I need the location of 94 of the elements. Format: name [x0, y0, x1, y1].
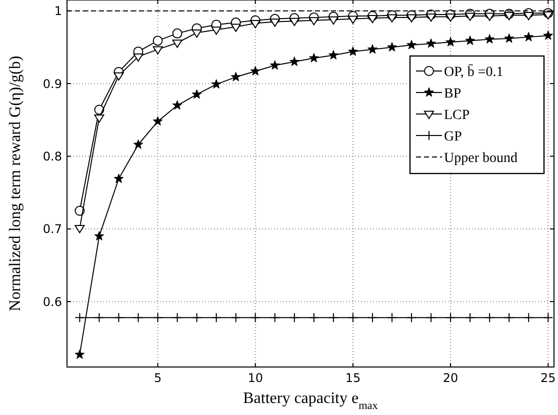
point — [74, 349, 85, 359]
point — [172, 28, 182, 38]
y-tick-label: 0.8 — [42, 149, 62, 164]
point — [524, 32, 534, 42]
point — [114, 174, 124, 184]
point — [446, 14, 456, 22]
point — [308, 52, 319, 62]
point — [543, 312, 554, 323]
point — [446, 36, 456, 46]
point — [328, 16, 338, 25]
point — [94, 230, 104, 240]
legend-label: Upper bound — [444, 150, 518, 166]
point — [387, 42, 397, 52]
point — [152, 46, 163, 54]
point — [328, 312, 338, 323]
point — [192, 89, 202, 99]
point — [133, 312, 144, 323]
x-tick-label: 10 — [248, 371, 263, 385]
point — [484, 312, 495, 323]
point — [504, 312, 514, 323]
point — [211, 312, 222, 323]
point — [114, 312, 124, 323]
x-tick-label: 25 — [540, 371, 556, 385]
y-tick-label: 0.9 — [42, 76, 62, 91]
point — [289, 56, 300, 66]
point — [94, 114, 104, 123]
point — [152, 312, 163, 323]
point — [426, 38, 436, 48]
x-tick-label: 5 — [154, 371, 162, 385]
legend-label: GP — [444, 129, 462, 144]
y-axis-title: Normalized long term reward G(η)/g(b) — [7, 56, 24, 312]
y-tick-label: 0.7 — [42, 222, 62, 236]
point — [133, 53, 144, 62]
point — [308, 312, 319, 323]
point — [192, 30, 202, 38]
legend-label: OP, b̄ =0.1 — [444, 64, 504, 80]
point — [368, 44, 378, 54]
point — [152, 116, 163, 126]
point — [406, 312, 417, 323]
point — [543, 11, 554, 20]
point — [230, 24, 241, 32]
point — [192, 312, 202, 323]
point — [543, 30, 554, 40]
point — [250, 20, 260, 28]
point — [172, 312, 182, 323]
point — [211, 79, 222, 89]
point — [74, 312, 85, 323]
point — [250, 312, 260, 323]
point — [348, 46, 358, 56]
point — [270, 18, 280, 27]
point — [94, 312, 104, 323]
point — [446, 312, 456, 323]
point — [406, 40, 416, 50]
point — [289, 312, 300, 323]
point — [426, 312, 436, 323]
legend-label: BP — [444, 86, 462, 102]
point — [367, 14, 378, 24]
point — [426, 14, 436, 22]
point — [289, 18, 300, 26]
point — [348, 312, 358, 323]
point — [74, 224, 85, 234]
point — [367, 312, 378, 323]
point — [211, 26, 222, 35]
point — [504, 33, 514, 43]
point — [230, 312, 241, 323]
point — [230, 72, 241, 82]
x-tick-label: 20 — [442, 371, 458, 385]
point — [524, 312, 534, 323]
point — [465, 35, 476, 45]
point — [270, 312, 280, 323]
point — [504, 12, 514, 20]
y-tick-label: 1 — [54, 4, 62, 18]
point — [406, 14, 417, 22]
point — [133, 139, 144, 149]
legend-label: LCP — [444, 108, 470, 123]
point — [524, 12, 534, 20]
point — [250, 66, 260, 76]
point — [484, 12, 495, 21]
point — [308, 17, 319, 26]
x-tick-label: 15 — [345, 371, 361, 385]
point — [172, 40, 182, 48]
point — [172, 100, 182, 110]
point — [328, 50, 338, 60]
y-tick-label: 0.6 — [42, 294, 62, 309]
point — [465, 312, 476, 323]
point — [465, 12, 476, 21]
point — [270, 60, 280, 70]
point — [484, 34, 495, 44]
point — [386, 312, 397, 323]
x-axis-title: Battery capacity e$_{max}$ — [243, 390, 378, 412]
point — [114, 72, 124, 81]
point — [348, 16, 358, 24]
point — [152, 36, 163, 46]
point — [386, 14, 397, 22]
